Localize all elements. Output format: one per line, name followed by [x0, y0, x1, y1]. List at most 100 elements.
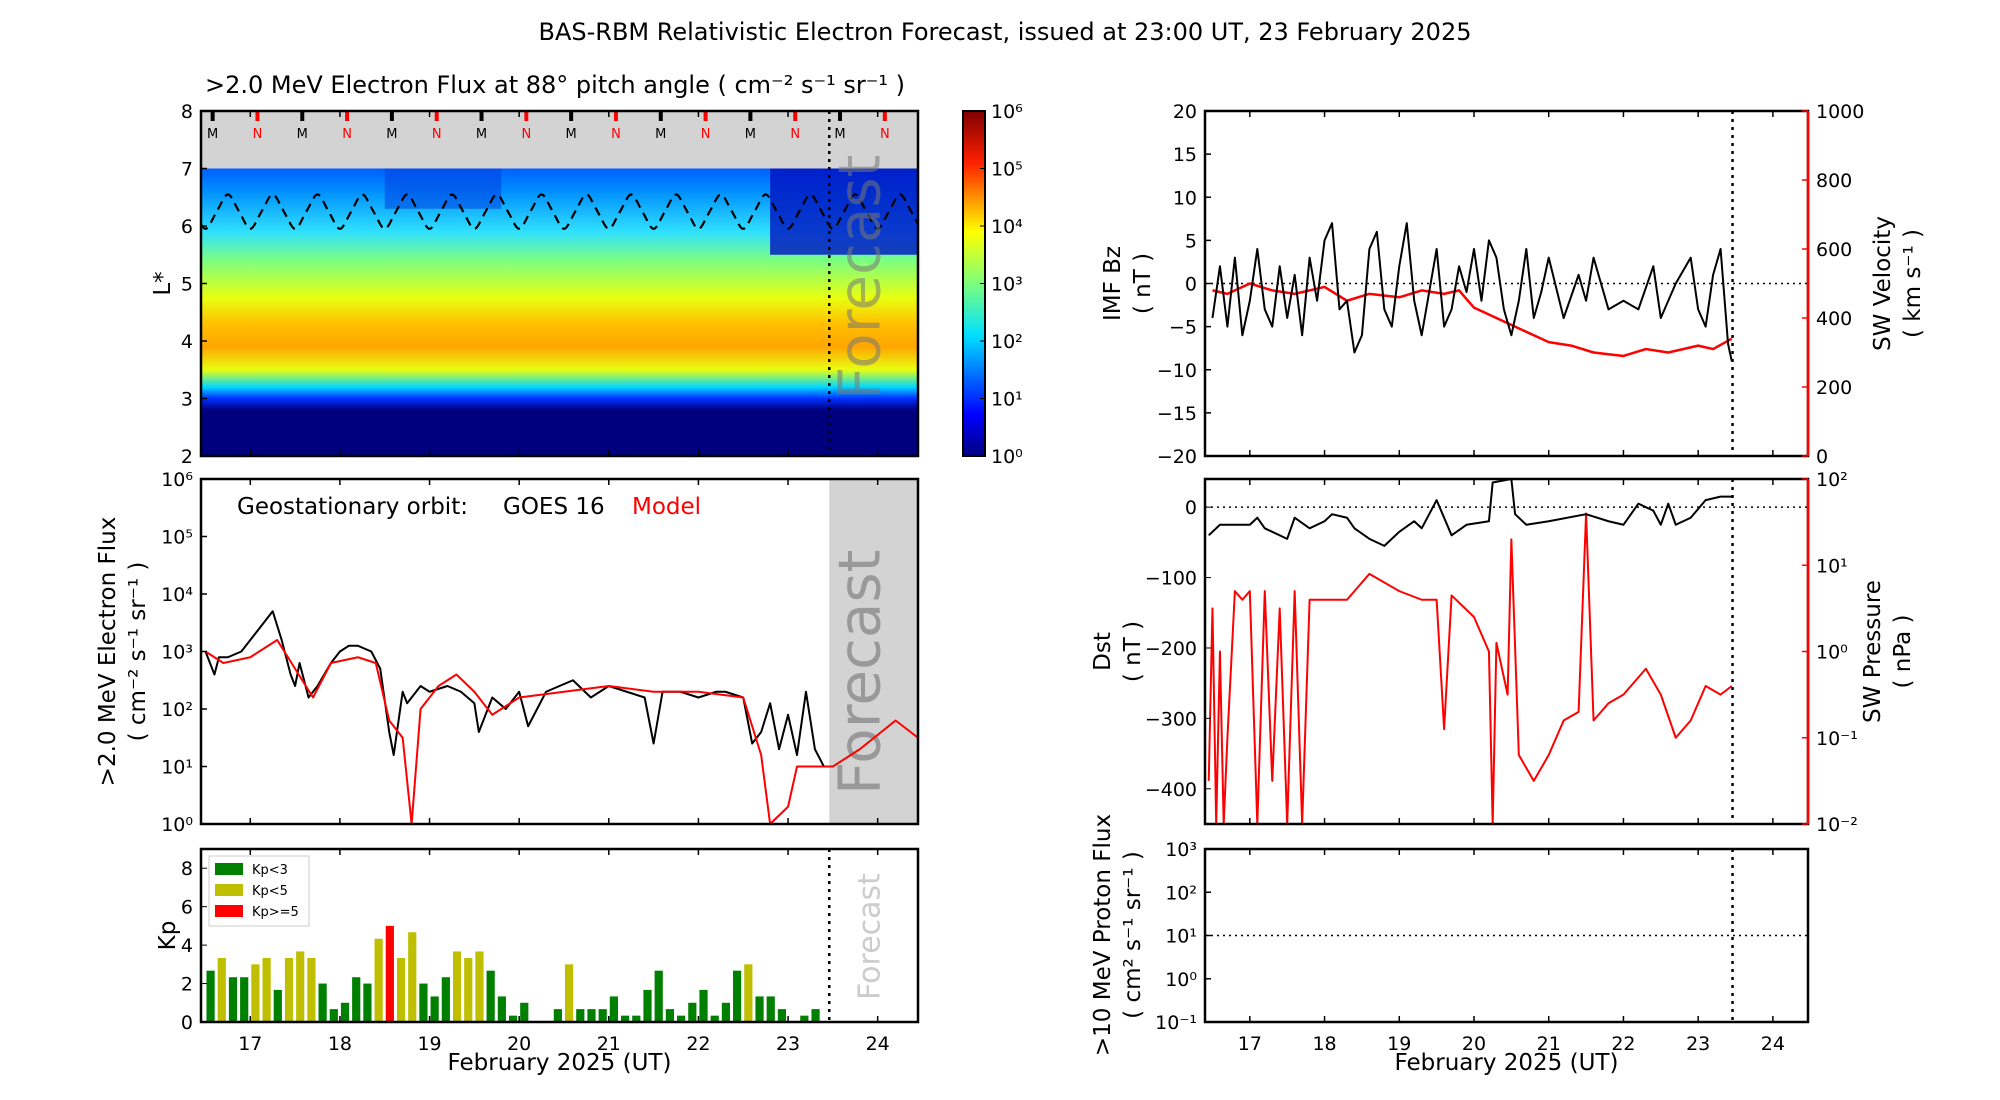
x-axis-label: February 2025 (UT) — [448, 1050, 672, 1076]
dst-axis-units: ( nT ) — [1120, 621, 1146, 682]
proton-axis-units: ( cm² s⁻¹ sr⁻¹ ) — [1120, 851, 1146, 1019]
kp-bar — [800, 1015, 809, 1022]
dst-line — [1208, 478, 1732, 547]
dst-frame — [1203, 477, 1810, 826]
kp-bar — [497, 996, 506, 1022]
kp-bar — [430, 996, 439, 1022]
forecast-watermark: Forecast — [825, 155, 893, 400]
goes-axis-units: ( cm⁻² s⁻¹ sr⁻¹ ) — [125, 562, 151, 742]
proton-xtick-label: 18 — [1312, 1033, 1336, 1055]
colorbar-tick-label: 10¹ — [991, 389, 1023, 411]
goes-ytick-label: 10⁰ — [161, 814, 193, 836]
kp-ytick-label: 4 — [181, 935, 193, 957]
goes-ytick-label: 10¹ — [161, 757, 193, 779]
imf-ytick-label: −20 — [1157, 446, 1197, 468]
kp-bar — [374, 938, 383, 1022]
dst-ytick-label: −100 — [1145, 568, 1197, 590]
proton-axis-label: >10 MeV Proton Flux — [1090, 814, 1116, 1056]
kp-xtick-label: 21 — [597, 1033, 621, 1055]
kp-bar — [632, 1015, 641, 1022]
sw-pressure-ytick-label: 10⁰ — [1816, 642, 1848, 664]
kp-bar — [699, 989, 708, 1022]
kp-ytick-label: 6 — [181, 897, 193, 919]
kp-bar — [486, 970, 495, 1022]
imf-ytick-label: 20 — [1173, 101, 1197, 123]
kp-bar — [296, 951, 305, 1022]
kp-bar — [352, 977, 361, 1022]
kp-bar — [755, 996, 764, 1022]
x-axis-label: February 2025 (UT) — [1395, 1050, 1619, 1076]
kp-legend-swatch — [215, 863, 243, 875]
kp-bar — [710, 1015, 719, 1022]
proton-xtick-label: 20 — [1462, 1033, 1486, 1055]
kp-bar — [620, 1015, 630, 1022]
imf-axis-label: IMF Bz — [1100, 246, 1126, 321]
spectrogram-ytick-label: 8 — [181, 101, 193, 123]
goes-ytick-label: 10⁴ — [161, 584, 193, 606]
mlt-marker-label: M — [207, 127, 218, 142]
sw-velocity-ytick-label: 600 — [1816, 239, 1852, 261]
kp-bar — [284, 957, 294, 1022]
sw-velocity-ytick-label: 0 — [1816, 446, 1828, 468]
lstar-axis-label: L* — [150, 271, 176, 295]
kp-xtick-label: 22 — [686, 1033, 710, 1055]
proton-xtick-label: 22 — [1611, 1033, 1635, 1055]
imf-ytick-label: −15 — [1157, 403, 1197, 425]
dst-ytick-label: −400 — [1145, 779, 1197, 801]
kp-bar — [677, 1015, 686, 1022]
sw-pressure-axis-units: ( nPa ) — [1890, 614, 1916, 688]
spectrogram-ytick-label: 6 — [181, 216, 193, 238]
mlt-marker-label: N — [790, 127, 800, 142]
dst-ytick-label: 0 — [1185, 497, 1197, 519]
forecast-region — [829, 479, 918, 824]
kp-legend-swatch — [215, 884, 243, 896]
imf-bz-line — [1211, 222, 1733, 362]
kp-legend-label: Kp<3 — [252, 863, 288, 878]
kp-bar — [385, 925, 394, 1022]
legend-prefix: Geostationary orbit: — [237, 494, 468, 520]
spectrogram-ytick-label: 2 — [181, 446, 193, 468]
proton-ytick-label: 10⁰ — [1165, 969, 1197, 991]
kp-bar — [688, 1002, 697, 1022]
colorbar-tick-label: 10⁰ — [991, 446, 1023, 468]
kp-bar — [564, 964, 574, 1022]
sw-velocity-ytick-label: 200 — [1816, 377, 1852, 399]
kp-xtick-label: 20 — [507, 1033, 531, 1055]
colorbar-tick-label: 10² — [991, 331, 1023, 353]
spectrogram-title: >2.0 MeV Electron Flux at 88° pitch angl… — [205, 71, 905, 99]
sw-velocity-axis-label: SW Velocity — [1870, 216, 1896, 351]
kp-xtick-label: 18 — [328, 1033, 352, 1055]
mlt-marker-label: M — [745, 127, 756, 142]
mlt-marker-label: M — [655, 127, 666, 142]
proton-xtick-label: 17 — [1238, 1033, 1262, 1055]
imf-ytick-label: 10 — [1173, 187, 1197, 209]
goes-ytick-label: 10² — [161, 699, 193, 721]
mlt-marker-label: M — [834, 127, 845, 142]
sw-velocity-ytick-label: 1000 — [1816, 101, 1864, 123]
goes-ytick-label: 10³ — [161, 642, 193, 664]
mlt-marker-label: N — [611, 127, 621, 142]
proton-xtick-label: 24 — [1761, 1033, 1785, 1055]
kp-bar — [654, 970, 663, 1022]
kp-bar — [553, 1009, 562, 1022]
kp-bar — [419, 983, 428, 1022]
kp-legend-label: Kp>=5 — [252, 905, 299, 920]
kp-bar — [251, 964, 260, 1022]
mlt-marker-label: M — [566, 127, 577, 142]
kp-bar — [643, 989, 652, 1022]
kp-bar — [475, 951, 484, 1022]
kp-bar — [217, 957, 226, 1022]
proton-ytick-label: 10² — [1165, 882, 1197, 904]
sw-velocity-ytick-label: 400 — [1816, 308, 1852, 330]
dst-ytick-label: −200 — [1145, 638, 1197, 660]
kp-bar — [441, 977, 450, 1022]
kp-bar — [363, 983, 372, 1022]
sw-velocity-ytick-label: 800 — [1816, 170, 1852, 192]
model-flux-line — [204, 639, 919, 825]
kp-axis-label: Kp — [155, 921, 181, 951]
kp-bar — [262, 957, 271, 1022]
dst-axis-label: Dst — [1090, 632, 1116, 671]
sw-pressure-ytick-label: 10¹ — [1816, 555, 1848, 577]
kp-bar — [766, 996, 775, 1022]
kp-bar — [733, 970, 742, 1022]
